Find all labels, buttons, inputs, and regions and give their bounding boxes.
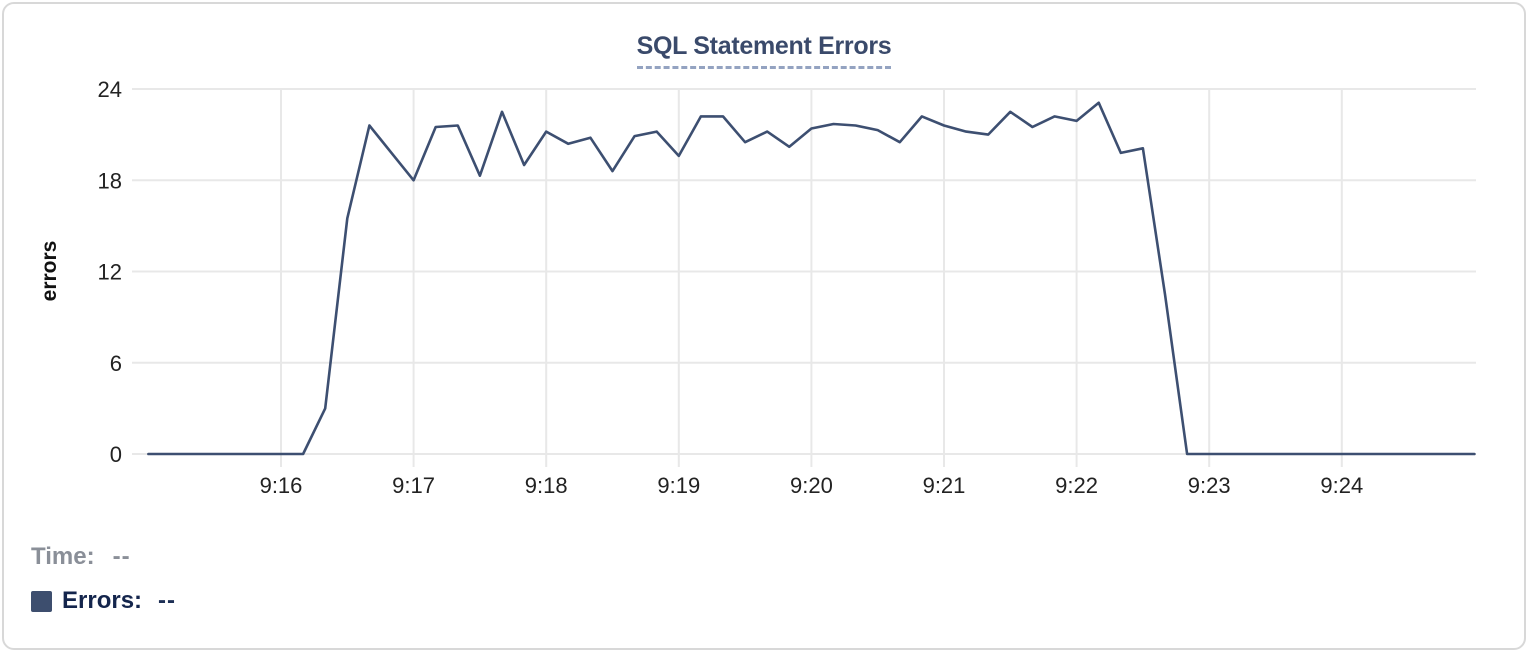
y-tick-label: 18 <box>98 168 122 193</box>
legend-errors-value: -- <box>158 587 177 614</box>
x-tick-label: 9:18 <box>525 473 568 498</box>
errors-series-swatch <box>31 590 52 612</box>
x-tick-label: 9:24 <box>1320 473 1363 498</box>
legend-time-value: -- <box>112 543 131 570</box>
x-tick-label: 9:22 <box>1055 473 1098 498</box>
x-tick-label: 9:17 <box>392 473 435 498</box>
legend-errors-row[interactable]: Errors: -- <box>31 587 177 614</box>
y-tick-label: 12 <box>98 260 122 285</box>
y-tick-label: 0 <box>110 442 122 467</box>
y-tick-label: 24 <box>98 77 122 102</box>
x-tick-label: 9:16 <box>260 473 303 498</box>
chart-title[interactable]: SQL Statement Errors <box>636 32 892 69</box>
gridlines <box>132 88 1476 467</box>
chart-legend: Time: -- Errors: -- <box>31 543 177 632</box>
legend-time-row: Time: -- <box>31 543 176 570</box>
x-tick-label: 9:23 <box>1188 473 1231 498</box>
x-tick-label: 9:20 <box>790 473 833 498</box>
errors-line-chart: 0 6 12 18 24 9:16 9:17 9:18 9:19 9:20 9:21 9:22 9:23… <box>38 77 1476 498</box>
legend-errors-label: Errors: <box>62 587 143 614</box>
chart-header: SQL Statement Errors <box>4 32 1524 69</box>
x-tick-label: 9:21 <box>923 473 966 498</box>
y-tick-label: 6 <box>110 351 122 376</box>
legend-time-label: Time: <box>31 543 95 570</box>
x-tick-label: 9:19 <box>657 473 700 498</box>
y-axis-title: errors <box>38 241 61 302</box>
axis-tick-labels: 0 6 12 18 24 9:16 9:17 9:18 9:19 9:20 9:21 9:22 9:23… <box>98 77 1364 498</box>
errors-line-series[interactable] <box>147 101 1476 456</box>
